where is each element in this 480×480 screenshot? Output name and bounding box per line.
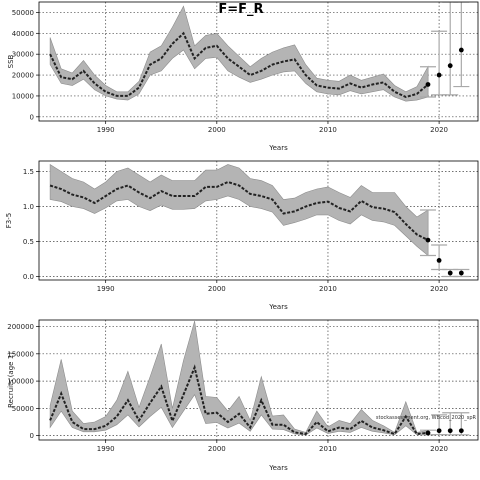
fbar-point-2021 <box>447 270 453 276</box>
recruitment-xtick-label-2020: 2020 <box>430 445 448 453</box>
ssb-ytick-label-1: 10000 <box>12 92 34 100</box>
ssb-y-axis-label: SSB <box>7 54 15 68</box>
fbar-ytick-label-3: 1.5 <box>23 168 34 176</box>
recruitment-xtick-label-2000: 2000 <box>208 445 226 453</box>
ssb-ytick-label-2: 20000 <box>12 72 34 80</box>
recruitment-confidence-band <box>49 321 429 436</box>
panel-fbar: 1990 2000 2010 2020 0.0 0.5 1.0 1.5 Years F3-5 <box>5 160 479 311</box>
recruitment-point-2021 <box>447 428 453 434</box>
ssb-xtick-label-1990: 1990 <box>97 126 115 134</box>
ssb-xtick-label-2020: 2020 <box>430 126 448 134</box>
recruitment-xtick-label-1990: 1990 <box>97 445 115 453</box>
figure-title: F=F_R <box>218 2 263 17</box>
recruitment-point-2019 <box>425 430 431 436</box>
recruitment-frame <box>38 319 479 441</box>
ssb-plot-area <box>49 2 470 102</box>
fbar-ytick-label-1: 0.5 <box>23 238 34 246</box>
ssb-point-2022 <box>458 47 464 53</box>
ssb-ytick-label-3: 30000 <box>12 51 34 59</box>
fbar-point-2020 <box>436 258 442 263</box>
recruitment-ytick-label-0: 0 <box>30 432 34 440</box>
fbar-xtick-label-2010: 2010 <box>319 285 337 293</box>
fbar-xtick-label-2000: 2000 <box>208 285 226 293</box>
fbar-confidence-band <box>49 163 429 257</box>
ssb-ytick-label-4: 40000 <box>12 30 34 38</box>
ssb-x-axis-label: Years <box>268 144 288 152</box>
recruitment-y-axis-label: Recruits (age 1) <box>7 352 15 408</box>
recruitment-estimate-line <box>49 364 429 436</box>
ssb-xtick-label-2000: 2000 <box>208 126 226 134</box>
recruitment-ytick-label-4: 200000 <box>7 323 34 331</box>
recruitment-xtick-label-2010: 2010 <box>319 445 337 453</box>
recruitment-point-2020 <box>436 428 442 434</box>
ssb-point-2020 <box>436 72 442 78</box>
fbar-xtick-label-2020: 2020 <box>430 285 448 293</box>
recruitment-point-2022 <box>458 428 464 434</box>
source-annotation: stockassessment.org, WBcod_2020_spR <box>376 415 477 421</box>
fbar-x-axis-label: Years <box>268 303 288 311</box>
fbar-point-2022 <box>458 270 464 276</box>
ssb-point-2021 <box>447 63 453 69</box>
ssb-estimate-line <box>49 31 429 99</box>
ssb-point-2019 <box>425 82 431 87</box>
recruitment-x-axis-label: Years <box>268 464 288 472</box>
fbar-frame <box>38 160 479 281</box>
panel-recruitment: 1990 2000 2010 2020 0 50000 100000 150000 200000… <box>7 319 479 472</box>
fbar-point-2019 <box>425 237 431 243</box>
ssb-ytick-label-0: 0 <box>30 113 34 121</box>
fbar-ytick-label-0: 0.0 <box>23 273 34 281</box>
panel-ssb: 1990 2000 2010 2020 0 10000 20000 30000 40000 500… <box>7 1 479 152</box>
fbar-y-axis-label: F3-5 <box>5 213 13 228</box>
fbar-estimate-line <box>49 180 429 241</box>
ssb-frame <box>38 1 479 122</box>
recruitment-ytick-label-2: 100000 <box>7 378 34 386</box>
ssb-confidence-band <box>49 5 429 102</box>
fbar-xtick-label-1990: 1990 <box>97 285 115 293</box>
fbar-plot-area <box>49 163 470 278</box>
fbar-ytick-label-2: 1.0 <box>23 203 34 211</box>
ssb-ytick-label-5: 50000 <box>12 9 34 17</box>
recruitment-ytick-label-1: 50000 <box>12 405 34 413</box>
ssb-xtick-label-2010: 2010 <box>319 126 337 134</box>
recruitment-ytick-label-3: 150000 <box>7 350 34 358</box>
